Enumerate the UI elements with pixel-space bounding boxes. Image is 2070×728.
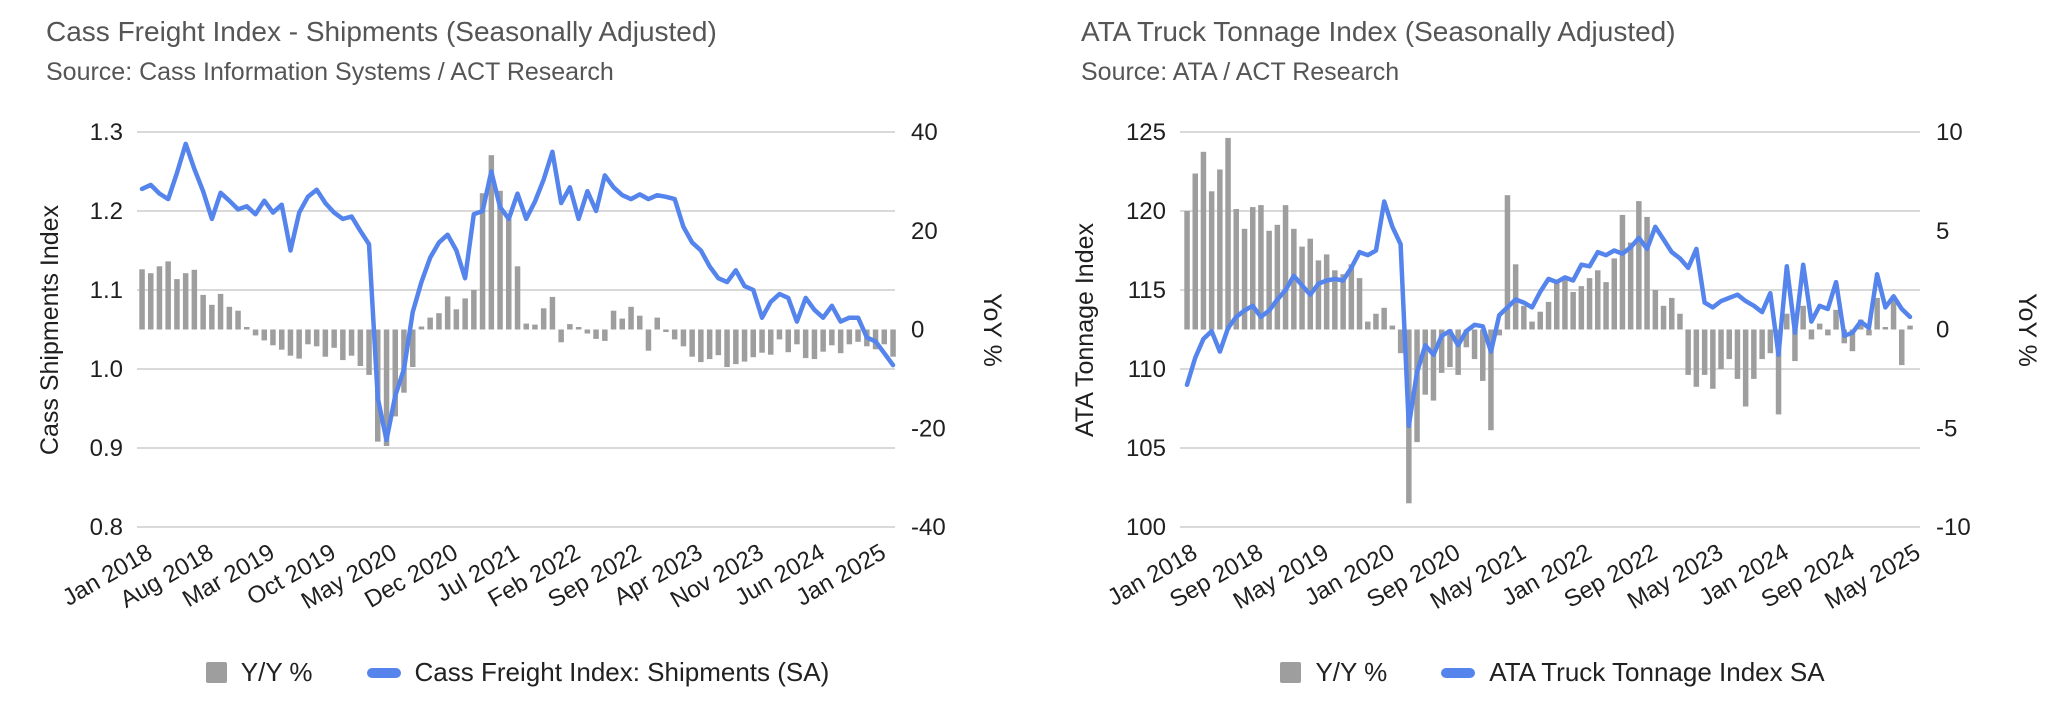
svg-text:105: 105 <box>1126 435 1166 462</box>
right-axis-tick-labels: -40 -20 0 20 40 <box>911 119 946 541</box>
legend-item-yoy-bars: Y/Y % <box>205 657 313 688</box>
svg-text:0: 0 <box>1936 317 1949 344</box>
svg-text:0: 0 <box>911 317 924 344</box>
right-axis-title: YoY % <box>2013 293 2041 367</box>
legend-item-index-line: ATA Truck Tonnage Index SA <box>1441 657 1825 688</box>
svg-text:20: 20 <box>911 218 938 245</box>
left-axis-title: Cass Shipments Index <box>36 204 64 455</box>
chart-title: Cass Freight Index - Shipments (Seasonal… <box>46 16 717 47</box>
bar-series-swatch-icon <box>205 662 227 683</box>
svg-text:1.0: 1.0 <box>90 356 123 383</box>
left-axis-tick-labels: 100 105 110 115 120 125 <box>1126 119 1166 541</box>
svg-text:-40: -40 <box>911 514 946 541</box>
chart-title: ATA Truck Tonnage Index (Seasonally Adju… <box>1081 16 1676 47</box>
yoy-bars <box>139 155 896 446</box>
chart-legend: Y/Y % Cass Freight Index: Shipments (SA) <box>0 657 1035 688</box>
line-series-swatch-icon <box>366 667 401 678</box>
right-axis-tick-labels: -10 -5 0 5 10 <box>1936 119 1971 541</box>
ata-tonnage-chart-panel: ATA Truck Tonnage Index (Seasonally Adju… <box>1035 0 2070 728</box>
bar-series-swatch-icon <box>1280 662 1302 683</box>
svg-text:5: 5 <box>1936 218 1949 245</box>
legend-label: Y/Y % <box>1315 657 1388 687</box>
svg-text:-5: -5 <box>1936 415 1957 442</box>
svg-text:1.1: 1.1 <box>90 277 123 304</box>
gridlines <box>137 131 895 528</box>
line-series-swatch-icon <box>1441 667 1476 678</box>
index-line <box>1184 199 1913 429</box>
index-line <box>139 141 896 443</box>
svg-text:10: 10 <box>1936 119 1963 146</box>
svg-text:1.2: 1.2 <box>90 198 123 225</box>
legend-label: ATA Truck Tonnage Index SA <box>1489 657 1825 687</box>
chart-source: Source: Cass Information Systems / ACT R… <box>46 58 614 86</box>
left-axis-tick-labels: 0.8 0.9 1.0 1.1 1.2 1.3 <box>90 119 123 541</box>
svg-text:125: 125 <box>1126 119 1166 146</box>
gridlines <box>1180 131 1920 528</box>
svg-text:40: 40 <box>911 119 938 146</box>
right-axis-title: YoY % <box>978 293 1006 367</box>
chart-legend: Y/Y % ATA Truck Tonnage Index SA <box>1035 657 2070 688</box>
svg-text:0.8: 0.8 <box>90 514 123 541</box>
svg-text:120: 120 <box>1126 198 1166 225</box>
svg-text:-20: -20 <box>911 415 946 442</box>
legend-label: Y/Y % <box>240 657 313 687</box>
svg-text:1.3: 1.3 <box>90 119 123 146</box>
yoy-bars <box>1184 137 1913 504</box>
svg-text:115: 115 <box>1128 277 1166 304</box>
svg-text:110: 110 <box>1128 356 1166 383</box>
left-axis-title: ATA Tonnage Index <box>1071 222 1099 437</box>
chart-source: Source: ATA / ACT Research <box>1081 58 1400 86</box>
cass-combo-chart: 0.8 0.9 1.0 1.1 1.2 1.3 -40 -20 0 20 40 Jan 2018Aug… <box>36 119 1006 615</box>
legend-label: Cass Freight Index: Shipments (SA) <box>414 657 830 687</box>
legend-item-index-line: Cass Freight Index: Shipments (SA) <box>366 657 830 688</box>
cass-freight-chart-panel: Cass Freight Index - Shipments (Seasonal… <box>0 16 1035 688</box>
svg-text:-10: -10 <box>1936 514 1971 541</box>
svg-text:100: 100 <box>1126 514 1166 541</box>
legend-item-yoy-bars: Y/Y % <box>1280 657 1387 688</box>
svg-text:0.9: 0.9 <box>90 435 123 462</box>
